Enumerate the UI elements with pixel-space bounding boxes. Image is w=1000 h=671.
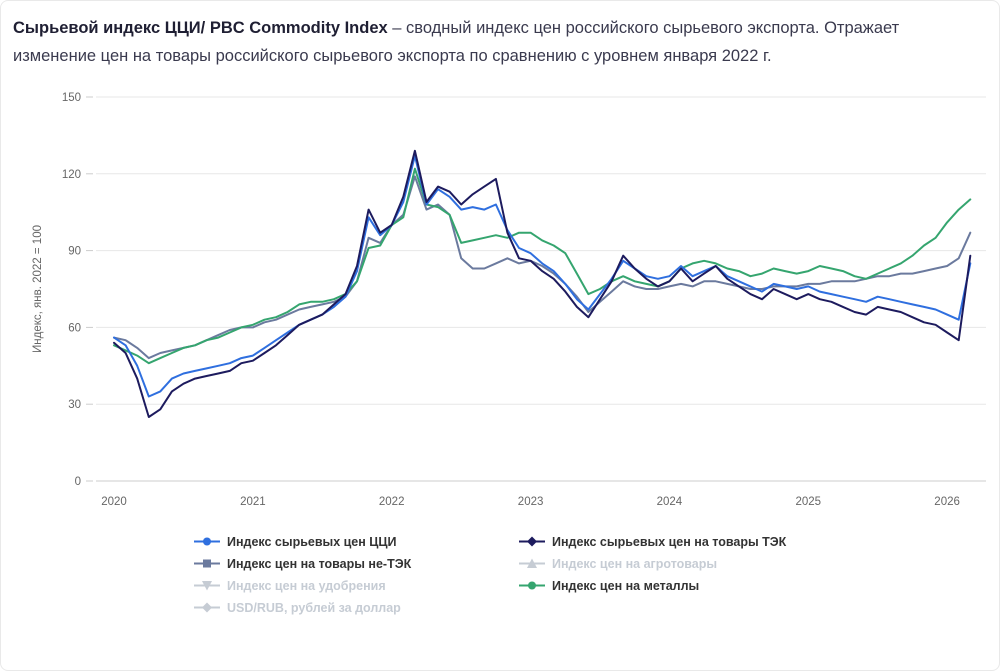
- legend: Индекс сырьевых цен ЦЦИ Индекс сырьевых ц…: [194, 535, 999, 615]
- legend-label: Индекс сырьевых цен на товары ТЭК: [552, 534, 787, 549]
- x-tick-label: 2024: [657, 496, 683, 508]
- page-title: Сырьевой индекс ЦЦИ/ PBC Commodity Index: [13, 19, 388, 37]
- legend-label: Индекс сырьевых цен ЦЦИ: [227, 534, 397, 549]
- y-tick-label: 90: [68, 245, 81, 257]
- x-tick-label: 2022: [379, 496, 405, 508]
- x-tick-label: 2023: [518, 496, 544, 508]
- y-tick-label: 0: [75, 476, 81, 488]
- x-tick-label: 2025: [796, 496, 822, 508]
- y-tick-label: 60: [68, 322, 81, 334]
- diamond-marker-icon: [519, 536, 545, 547]
- legend-label: Индекс цен на товары не-ТЭК: [227, 556, 412, 571]
- legend-item[interactable]: Индекс цен на агротовары: [519, 557, 889, 571]
- legend-item[interactable]: Индекс цен на металлы: [519, 579, 889, 593]
- legend-item[interactable]: USD/RUB, рублей за доллар: [194, 601, 519, 615]
- series-line-tek: [113, 149, 972, 418]
- y-tick-label: 120: [62, 169, 81, 181]
- series-line-metals: [113, 167, 972, 364]
- y-tick-label: 150: [62, 92, 81, 104]
- series-line-non_tek: [113, 175, 972, 359]
- page-header: Сырьевой индекс ЦЦИ/ PBC Commodity Index…: [1, 1, 999, 71]
- circle-marker-icon: [519, 581, 545, 590]
- x-tick-label: 2021: [240, 496, 266, 508]
- page-subtitle: – сводный индекс цен российского сырьево…: [13, 19, 900, 66]
- legend-label: Индекс цен на металлы: [552, 578, 700, 593]
- legend-item[interactable]: Индекс цен на товары не-ТЭК: [194, 557, 519, 571]
- series-line-cci: [113, 154, 972, 398]
- legend-item[interactable]: Индекс сырьевых цен ЦЦИ: [194, 535, 519, 549]
- diamond-marker-icon: [194, 602, 220, 613]
- legend-item[interactable]: Индекс цен на удобрения: [194, 579, 519, 593]
- legend-item[interactable]: Индекс сырьевых цен на товары ТЭК: [519, 535, 889, 549]
- square-marker-icon: [194, 559, 220, 568]
- triangle-marker-icon: [519, 558, 545, 569]
- legend-label: Индекс цен на удобрения: [227, 578, 386, 593]
- triangle-down-marker-icon: [194, 581, 220, 591]
- chart-svg: Индекс, янв. 2022 = 100 0 30 60 90 120 150 202…: [32, 92, 986, 508]
- legend-label: Индекс цен на агротовары: [552, 556, 718, 571]
- x-tick-label: 2020: [101, 496, 127, 508]
- legend-label: USD/RUB, рублей за доллар: [227, 600, 401, 615]
- y-axis-title: Индекс, янв. 2022 = 100: [32, 225, 44, 353]
- circle-marker-icon: [194, 537, 220, 546]
- chart-area: Индекс, янв. 2022 = 100 0 30 60 90 120 150 202…: [1, 73, 999, 525]
- y-tick-label: 30: [68, 399, 81, 411]
- x-tick-label: 2026: [934, 496, 960, 508]
